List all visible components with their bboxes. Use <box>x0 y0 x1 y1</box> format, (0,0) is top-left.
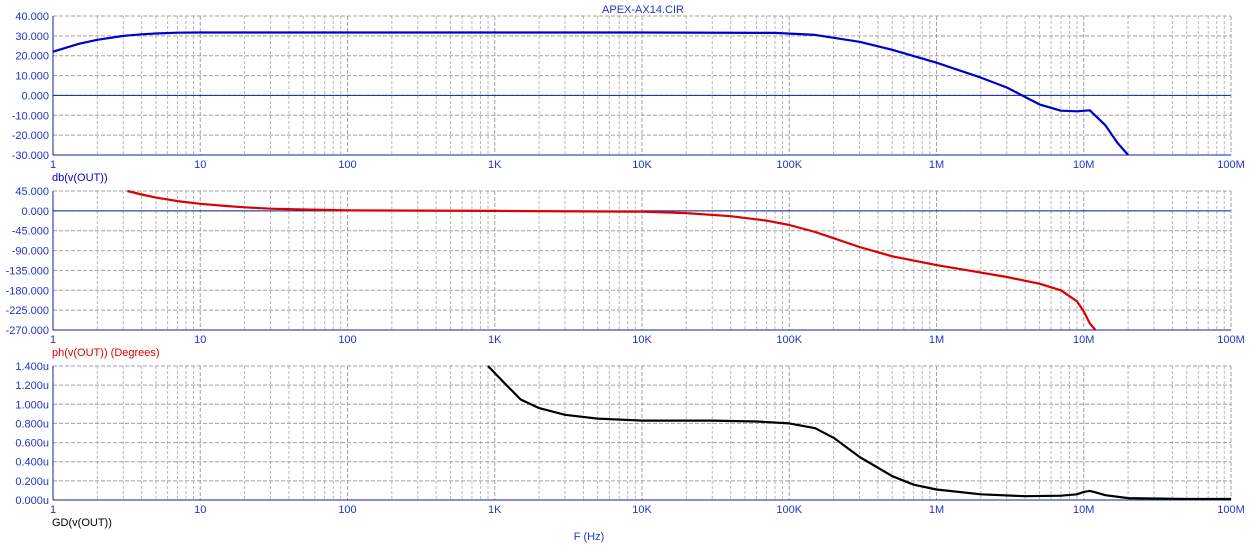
phase-label: ph(v(OUT)) (Degrees) <box>52 347 160 359</box>
x-tick-label: 10 <box>194 334 206 346</box>
x-tick-label: 10 <box>194 504 206 516</box>
x-tick-label: 100K <box>776 504 802 516</box>
x-tick-label: 100M <box>1217 159 1245 171</box>
x-tick-label: 100M <box>1217 504 1245 516</box>
x-tick-label: 100K <box>776 159 802 171</box>
y-tick-label: 10.000 <box>15 71 49 83</box>
x-tick-label: 100M <box>1217 334 1245 346</box>
magnitude-label: db(v(OUT)) <box>52 172 108 184</box>
y-tick-label: -90.000 <box>12 246 49 258</box>
y-tick-label: -45.000 <box>12 226 49 238</box>
y-tick-label: 0.400u <box>15 457 49 469</box>
y-tick-label: 0.000 <box>21 206 49 218</box>
y-tick-label: 1.200u <box>15 380 49 392</box>
x-tick-label: 1K <box>488 334 502 346</box>
y-tick-label: -270.000 <box>6 325 49 337</box>
x-tick-label: 1K <box>488 159 502 171</box>
y-tick-label: -20.000 <box>12 130 49 142</box>
y-tick-label: 0.600u <box>15 438 49 450</box>
x-tick-label: 10K <box>632 159 652 171</box>
y-tick-label: 45.000 <box>15 186 49 198</box>
y-tick-label: 40.000 <box>15 11 49 23</box>
y-tick-label: -180.000 <box>6 285 49 297</box>
group_delay-panel: 1 10 100 1K 10K 100K 1M 10M 100M 1.400u 1.200u 1.00… <box>15 361 1244 529</box>
x-tick-label: 100 <box>338 159 356 171</box>
x-tick-label: 100 <box>338 334 356 346</box>
y-tick-label: 0.200u <box>15 476 49 488</box>
x-tick-label: 1 <box>50 334 56 346</box>
x-tick-label: 10M <box>1073 334 1094 346</box>
y-tick-label: -225.000 <box>6 305 49 317</box>
plot-title: APEX-AX14.CIR <box>602 4 684 16</box>
group_delay-series-line <box>487 365 1231 501</box>
group_delay-label: GD(v(OUT)) <box>52 517 112 529</box>
x-tick-label: 100K <box>776 334 802 346</box>
magnitude-series-line <box>53 31 1129 156</box>
x-tick-label: 1M <box>929 159 944 171</box>
y-tick-label: -10.000 <box>12 110 49 122</box>
phase-panel: 1 10 100 1K 10K 100K 1M 10M 100M 45.000 0.000 -45.0… <box>6 186 1245 359</box>
x-tick-label: 100 <box>338 504 356 516</box>
y-tick-label: 20.000 <box>15 51 49 63</box>
x-tick-label: 1 <box>50 159 56 171</box>
x-tick-label: 10K <box>632 334 652 346</box>
magnitude-panel: 1 10 100 1K 10K 100K 1M 10M 100M 40.000 30.000 20.0… <box>12 11 1245 184</box>
x-tick-label: 10K <box>632 504 652 516</box>
y-tick-label: 1.400u <box>15 361 49 373</box>
y-tick-label: 0.000 <box>21 90 49 102</box>
y-tick-label: 0.000u <box>15 495 49 507</box>
y-tick-label: -30.000 <box>12 150 49 162</box>
x-tick-label: 1 <box>50 504 56 516</box>
y-tick-label: 30.000 <box>15 31 49 43</box>
y-tick-label: -135.000 <box>6 265 49 277</box>
y-tick-label: 1.000u <box>15 399 49 411</box>
x-axis-label: F (Hz) <box>574 531 605 543</box>
x-tick-label: 1M <box>929 504 944 516</box>
x-tick-label: 1M <box>929 334 944 346</box>
y-tick-label: 0.800u <box>15 418 49 430</box>
x-tick-label: 10M <box>1073 504 1094 516</box>
x-tick-label: 10 <box>194 159 206 171</box>
x-tick-label: 10M <box>1073 159 1094 171</box>
phase-series-line <box>127 189 1097 331</box>
x-tick-label: 1K <box>488 504 502 516</box>
